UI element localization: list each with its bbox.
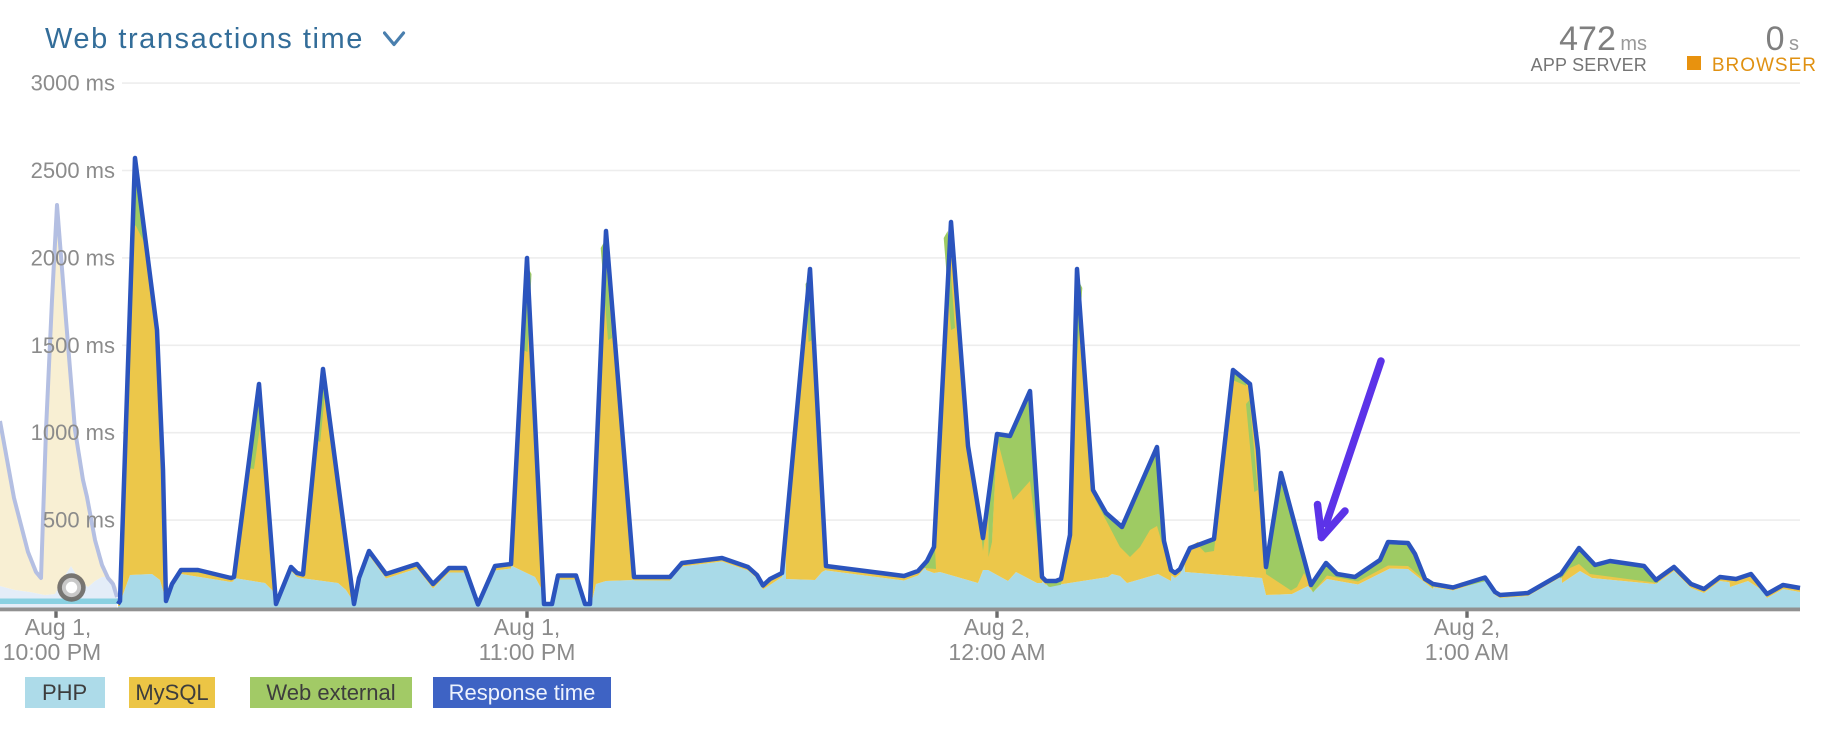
svg-text:12:00 AM: 12:00 AM [948, 639, 1045, 665]
svg-text:Aug 2,: Aug 2, [964, 614, 1031, 640]
svg-text:500 ms: 500 ms [43, 508, 115, 533]
svg-text:11:00 PM: 11:00 PM [479, 639, 576, 665]
svg-text:1:00 AM: 1:00 AM [1425, 639, 1509, 665]
svg-text:1500 ms: 1500 ms [31, 333, 115, 358]
svg-text:3000 ms: 3000 ms [31, 71, 115, 96]
svg-text:Aug 1,: Aug 1, [25, 614, 92, 640]
svg-text:1000 ms: 1000 ms [31, 420, 115, 445]
svg-text:2500 ms: 2500 ms [31, 158, 115, 183]
svg-text:2000 ms: 2000 ms [31, 245, 115, 270]
svg-text:Aug 1,: Aug 1, [494, 614, 561, 640]
svg-text:Aug 2,: Aug 2, [1434, 614, 1501, 640]
svg-text:10:00 PM: 10:00 PM [3, 639, 101, 665]
